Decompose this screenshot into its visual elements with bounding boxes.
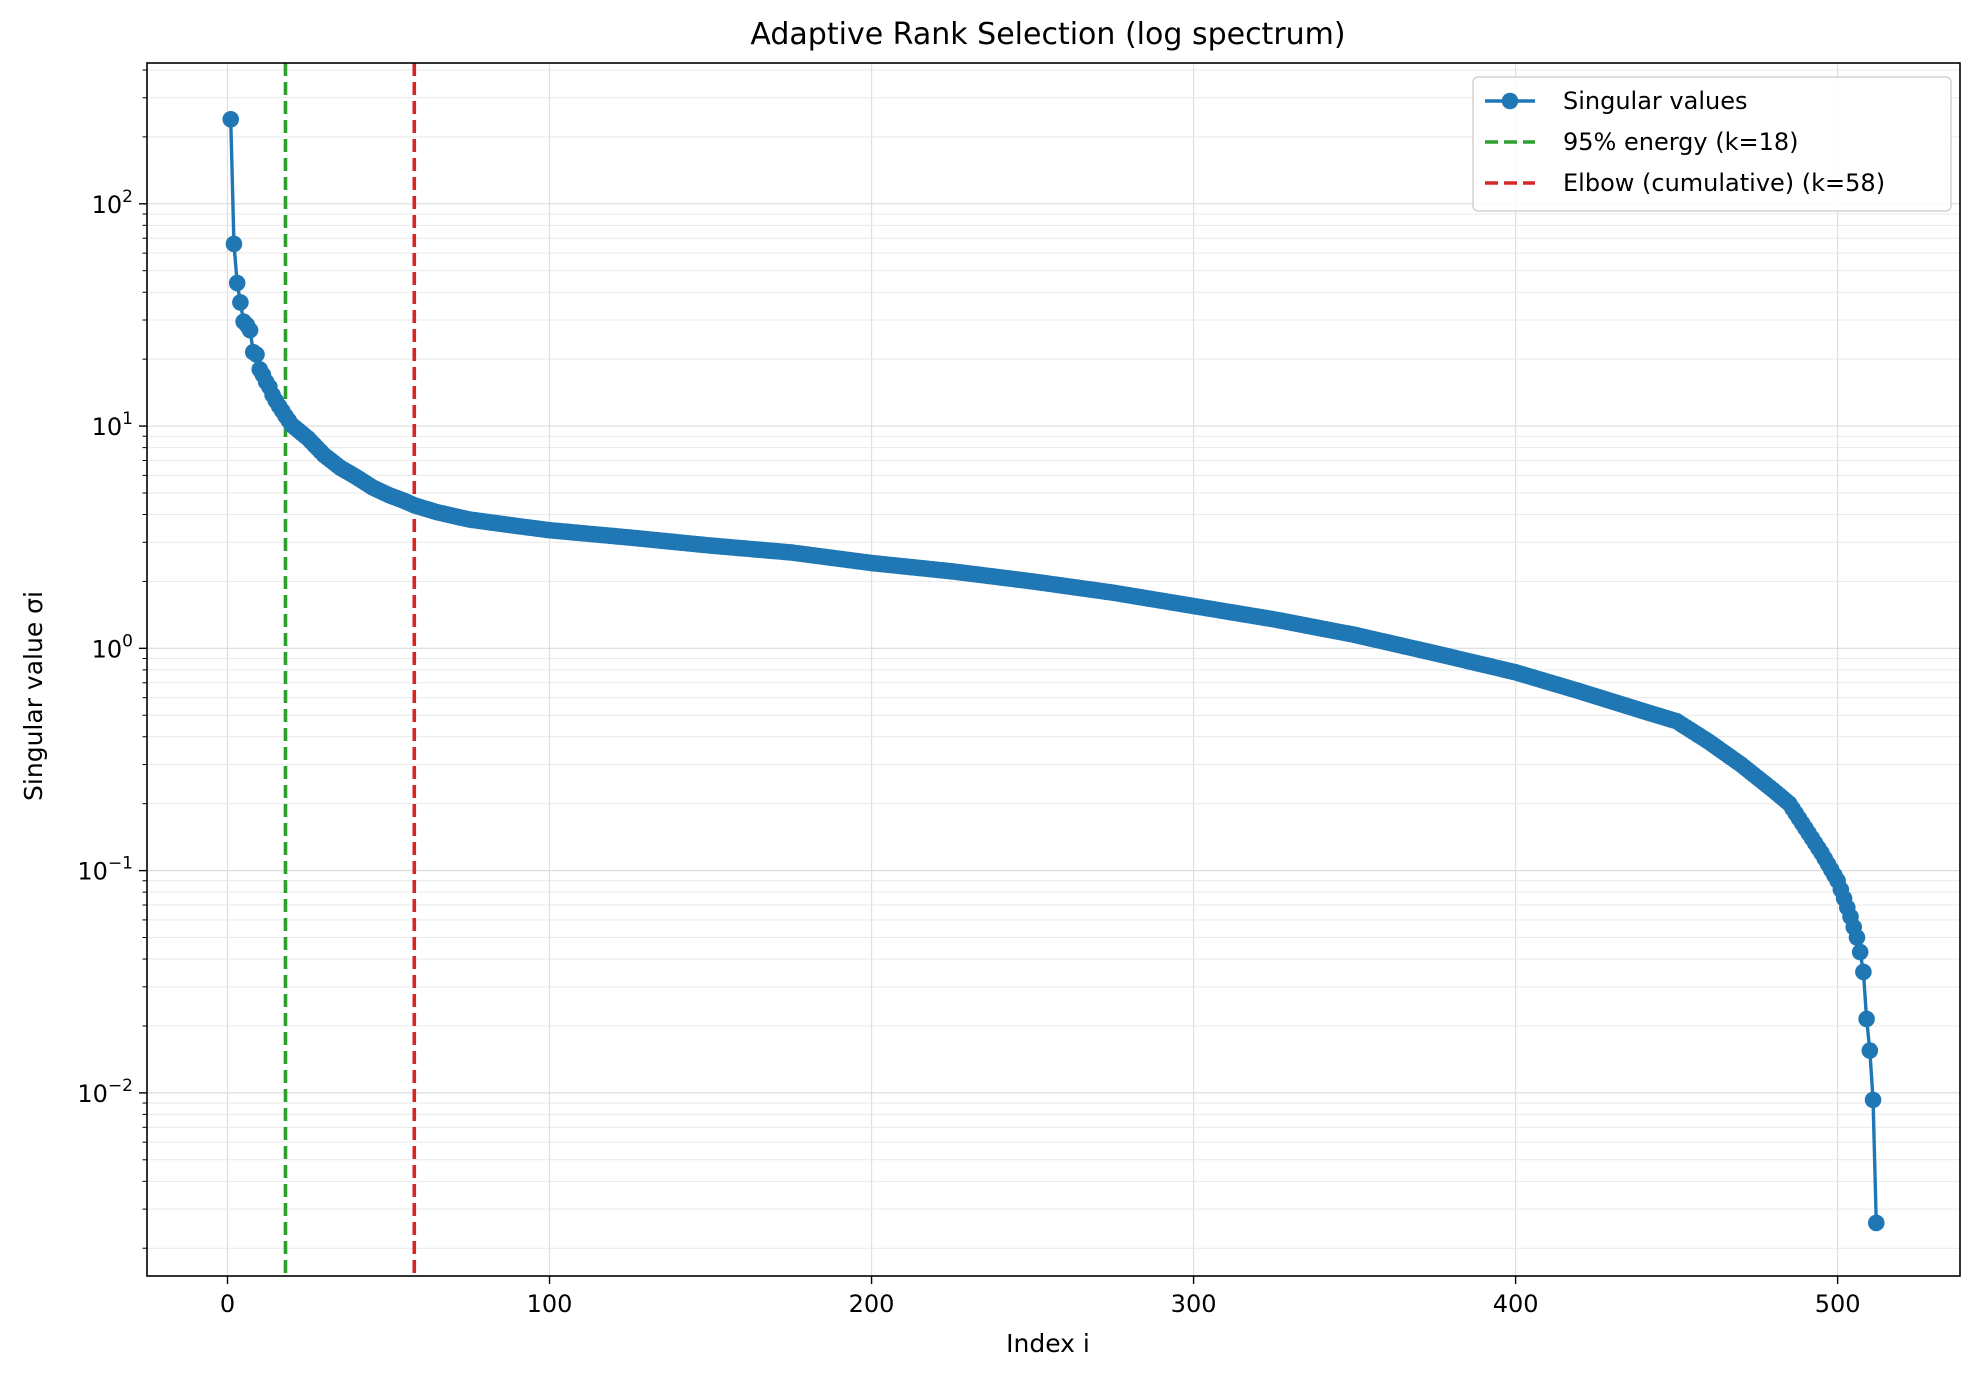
legend-box [1472, 76, 1952, 212]
y-tick-label: 10−1 [77, 854, 133, 886]
data-point [248, 346, 265, 363]
x-tick-label: 300 [1171, 1290, 1217, 1318]
x-tick-label: 0 [220, 1290, 235, 1318]
data-point [241, 321, 259, 339]
y-tick-label: 102 [92, 187, 133, 219]
series-line [229, 119, 1878, 1223]
data-point [1851, 943, 1869, 961]
series-singular-values [222, 110, 1885, 1232]
chart-title: Adaptive Rank Selection (log spectrum) [750, 17, 1345, 52]
data-point [1867, 1214, 1885, 1232]
data-point [1855, 963, 1872, 981]
y-tick-label: 10−2 [77, 1076, 133, 1108]
data-point [1864, 1091, 1882, 1109]
x-tick-label: 400 [1493, 1290, 1539, 1318]
y-tick-label: 100 [92, 631, 133, 663]
threshold-lines [283, 63, 417, 1276]
data-point [232, 294, 249, 311]
data-point [1848, 929, 1866, 946]
legend: Singular values 95% energy (k=18) Elbow (c… [1472, 76, 1952, 212]
x-tick-label: 100 [527, 1290, 573, 1318]
x-tick-label: 500 [1815, 1290, 1861, 1318]
legend-label: Singular values [1563, 87, 1748, 115]
grid [147, 63, 1960, 1276]
legend-marker [1501, 92, 1519, 110]
x-tick-label: 200 [849, 1290, 895, 1318]
legend-label: 95% energy (k=18) [1563, 128, 1799, 156]
y-axis-ticks: 10−2 10−1 100 101 102 [77, 69, 147, 1249]
data-point [1861, 1042, 1879, 1059]
data-point [228, 274, 246, 292]
y-axis-label: Singular value σi [19, 591, 48, 801]
y-tick-label: 101 [92, 409, 133, 441]
legend-label: Elbow (cumulative) (k=58) [1563, 169, 1885, 197]
x-axis-ticks: 0 100 200 300 400 500 [220, 1276, 1861, 1318]
x-axis-label: Index i [1006, 1329, 1090, 1358]
data-point [1858, 1010, 1875, 1028]
data-point [222, 110, 240, 128]
data-point [225, 235, 243, 253]
